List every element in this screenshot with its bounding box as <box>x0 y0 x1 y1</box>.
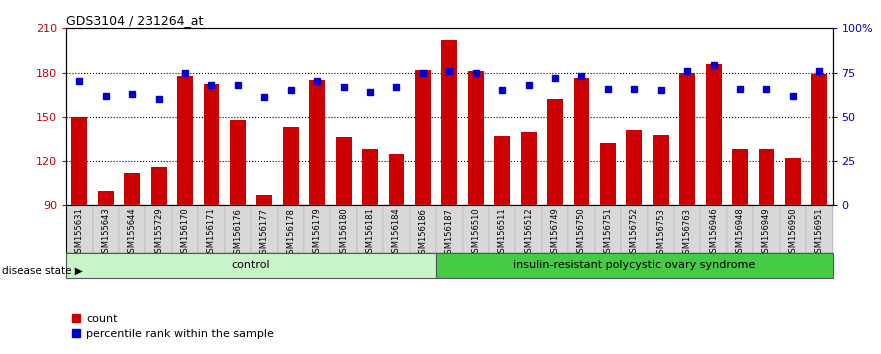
Text: GSM156753: GSM156753 <box>656 208 665 258</box>
FancyBboxPatch shape <box>330 205 357 253</box>
Bar <box>653 135 669 205</box>
FancyBboxPatch shape <box>753 205 780 253</box>
FancyBboxPatch shape <box>66 253 436 278</box>
FancyBboxPatch shape <box>357 205 383 253</box>
FancyBboxPatch shape <box>542 205 568 253</box>
Bar <box>204 84 219 205</box>
Text: GSM156752: GSM156752 <box>630 208 639 258</box>
Text: GSM156948: GSM156948 <box>736 208 744 258</box>
Bar <box>679 73 695 205</box>
FancyBboxPatch shape <box>727 205 753 253</box>
FancyBboxPatch shape <box>463 205 489 253</box>
Text: GSM156184: GSM156184 <box>392 208 401 258</box>
FancyBboxPatch shape <box>674 205 700 253</box>
Bar <box>151 167 167 205</box>
Bar <box>626 130 642 205</box>
Bar <box>547 99 563 205</box>
Text: GSM156511: GSM156511 <box>498 208 507 258</box>
Bar <box>362 149 378 205</box>
FancyBboxPatch shape <box>489 205 515 253</box>
Bar <box>283 127 299 205</box>
FancyBboxPatch shape <box>621 205 648 253</box>
Text: GSM156510: GSM156510 <box>471 208 480 258</box>
Bar <box>759 149 774 205</box>
Bar <box>521 132 537 205</box>
FancyBboxPatch shape <box>780 205 806 253</box>
Bar <box>230 120 246 205</box>
Text: GSM156946: GSM156946 <box>709 208 718 258</box>
Bar <box>441 40 457 205</box>
Bar <box>124 173 140 205</box>
Text: control: control <box>232 261 270 270</box>
FancyBboxPatch shape <box>383 205 410 253</box>
Text: insulin-resistant polycystic ovary syndrome: insulin-resistant polycystic ovary syndr… <box>514 261 755 270</box>
Text: GSM156179: GSM156179 <box>313 208 322 258</box>
FancyBboxPatch shape <box>93 205 119 253</box>
Bar <box>785 158 801 205</box>
FancyBboxPatch shape <box>225 205 251 253</box>
Bar <box>389 154 404 205</box>
Bar <box>706 64 722 205</box>
Bar <box>309 80 325 205</box>
FancyBboxPatch shape <box>436 205 463 253</box>
FancyBboxPatch shape <box>119 205 145 253</box>
Bar <box>468 71 484 205</box>
Bar <box>574 79 589 205</box>
Text: GSM156170: GSM156170 <box>181 208 189 258</box>
Bar <box>71 117 87 205</box>
Text: GSM155729: GSM155729 <box>154 208 163 258</box>
Text: GSM155644: GSM155644 <box>128 208 137 258</box>
Text: disease state ▶: disease state ▶ <box>2 266 83 276</box>
Bar <box>98 190 114 205</box>
Legend: count, percentile rank within the sample: count, percentile rank within the sample <box>71 314 274 339</box>
FancyBboxPatch shape <box>515 205 542 253</box>
Text: GSM156512: GSM156512 <box>524 208 533 258</box>
Bar <box>811 74 827 205</box>
FancyBboxPatch shape <box>806 205 833 253</box>
FancyBboxPatch shape <box>648 205 674 253</box>
Bar <box>177 75 193 205</box>
Bar <box>336 137 352 205</box>
Text: GSM156176: GSM156176 <box>233 208 242 258</box>
Bar <box>256 195 272 205</box>
Text: GSM156750: GSM156750 <box>577 208 586 258</box>
FancyBboxPatch shape <box>568 205 595 253</box>
FancyBboxPatch shape <box>66 205 93 253</box>
Text: GSM156751: GSM156751 <box>603 208 612 258</box>
FancyBboxPatch shape <box>172 205 198 253</box>
Bar <box>600 143 616 205</box>
Bar <box>732 149 748 205</box>
Text: GSM156950: GSM156950 <box>788 208 797 258</box>
FancyBboxPatch shape <box>198 205 225 253</box>
Text: GSM156949: GSM156949 <box>762 208 771 258</box>
FancyBboxPatch shape <box>304 205 330 253</box>
FancyBboxPatch shape <box>145 205 172 253</box>
Text: GSM156749: GSM156749 <box>551 208 559 258</box>
Text: GSM155631: GSM155631 <box>75 208 84 258</box>
FancyBboxPatch shape <box>251 205 278 253</box>
Text: GSM156187: GSM156187 <box>445 208 454 258</box>
FancyBboxPatch shape <box>436 253 833 278</box>
Bar <box>494 136 510 205</box>
Text: GSM155643: GSM155643 <box>101 208 110 258</box>
FancyBboxPatch shape <box>595 205 621 253</box>
FancyBboxPatch shape <box>700 205 727 253</box>
Text: GDS3104 / 231264_at: GDS3104 / 231264_at <box>66 14 204 27</box>
Text: GSM156181: GSM156181 <box>366 208 374 258</box>
Text: GSM156171: GSM156171 <box>207 208 216 258</box>
Text: GSM156186: GSM156186 <box>418 208 427 258</box>
Text: GSM156177: GSM156177 <box>260 208 269 258</box>
Text: GSM156763: GSM156763 <box>683 208 692 259</box>
Bar <box>415 70 431 205</box>
FancyBboxPatch shape <box>278 205 304 253</box>
Text: GSM156180: GSM156180 <box>339 208 348 258</box>
Text: GSM156178: GSM156178 <box>286 208 295 258</box>
FancyBboxPatch shape <box>410 205 436 253</box>
Text: GSM156951: GSM156951 <box>815 208 824 258</box>
